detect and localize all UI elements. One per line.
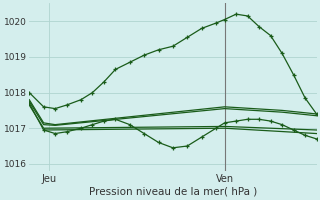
X-axis label: Pression niveau de la mer( hPa ): Pression niveau de la mer( hPa ) <box>89 187 257 197</box>
